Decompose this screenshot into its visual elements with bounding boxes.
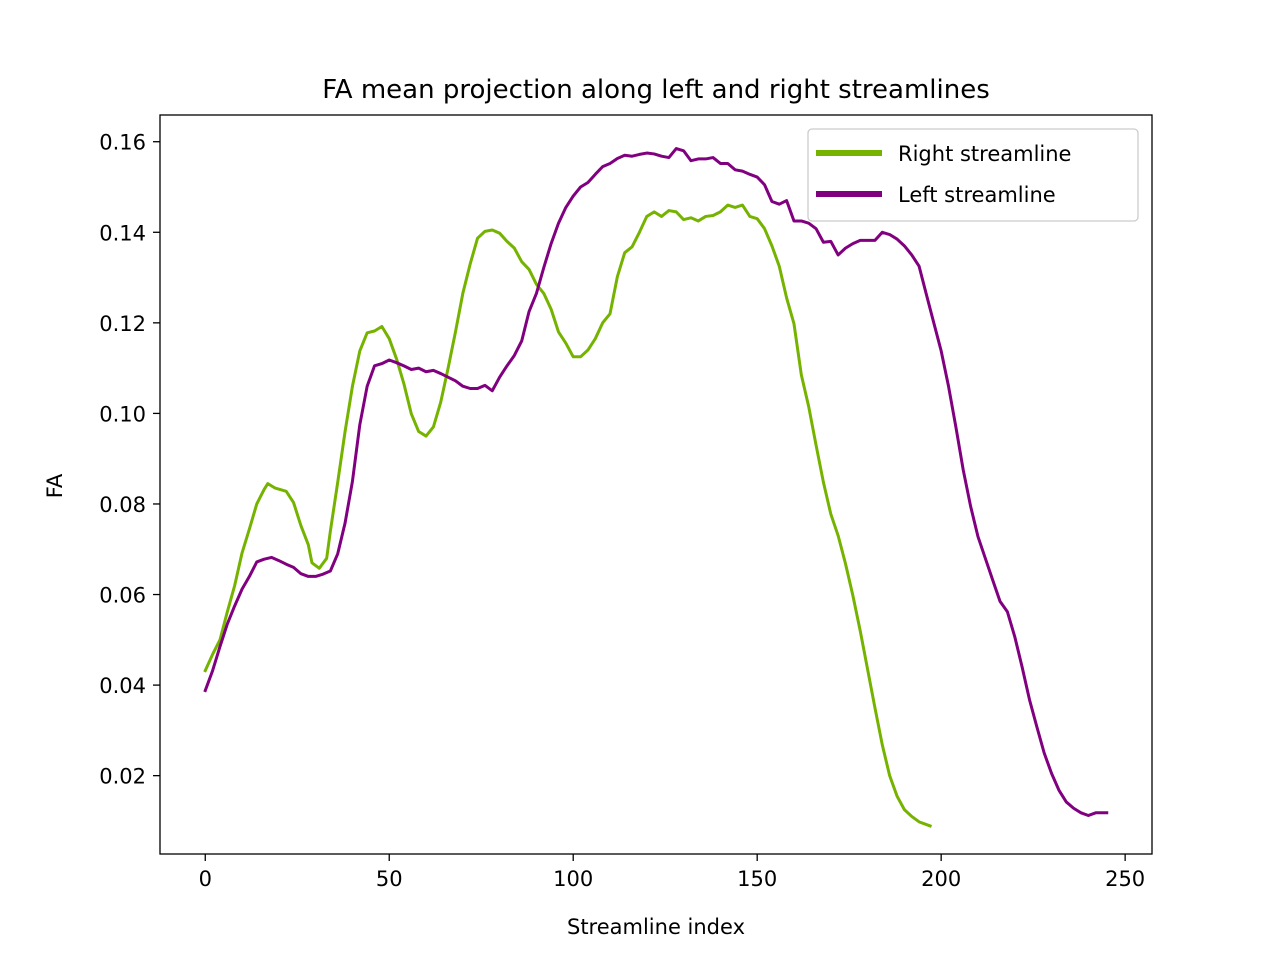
y-tick-label: 0.12 [99, 312, 146, 336]
x-tick-label: 0 [199, 867, 212, 891]
x-tick-label: 100 [553, 867, 593, 891]
chart-title: FA mean projection along left and right … [322, 75, 990, 105]
y-tick-label: 0.06 [99, 584, 146, 608]
y-axis-ticks: 0.02 0.04 0.06 0.08 0.10 0.12 0.14 0.16 [99, 131, 160, 789]
legend: Right streamline Left streamline [807, 128, 1139, 222]
plot-area [160, 115, 1152, 854]
x-tick-label: 250 [1105, 867, 1145, 891]
x-tick-label: 50 [376, 867, 403, 891]
legend-label-left: Left streamline [898, 183, 1056, 207]
legend-label-right: Right streamline [898, 142, 1071, 166]
x-tick-label: 200 [921, 867, 961, 891]
series-layer [203, 147, 1109, 828]
series-line-right [203, 203, 933, 828]
y-tick-label: 0.04 [99, 674, 146, 698]
y-tick-label: 0.02 [99, 765, 146, 789]
x-axis-label: Streamline index [567, 915, 745, 939]
y-tick-label: 0.16 [99, 131, 146, 155]
series-line-left [203, 147, 1109, 818]
x-tick-label: 150 [737, 867, 777, 891]
plot-frame [159, 114, 1153, 855]
legend-box [807, 128, 1139, 222]
y-tick-label: 0.14 [99, 221, 146, 245]
y-axis-label: FA [43, 473, 67, 498]
x-axis-ticks: 0 50 100 150 200 250 [199, 854, 1145, 891]
y-tick-label: 0.10 [99, 402, 146, 426]
y-tick-label: 0.08 [99, 493, 146, 517]
